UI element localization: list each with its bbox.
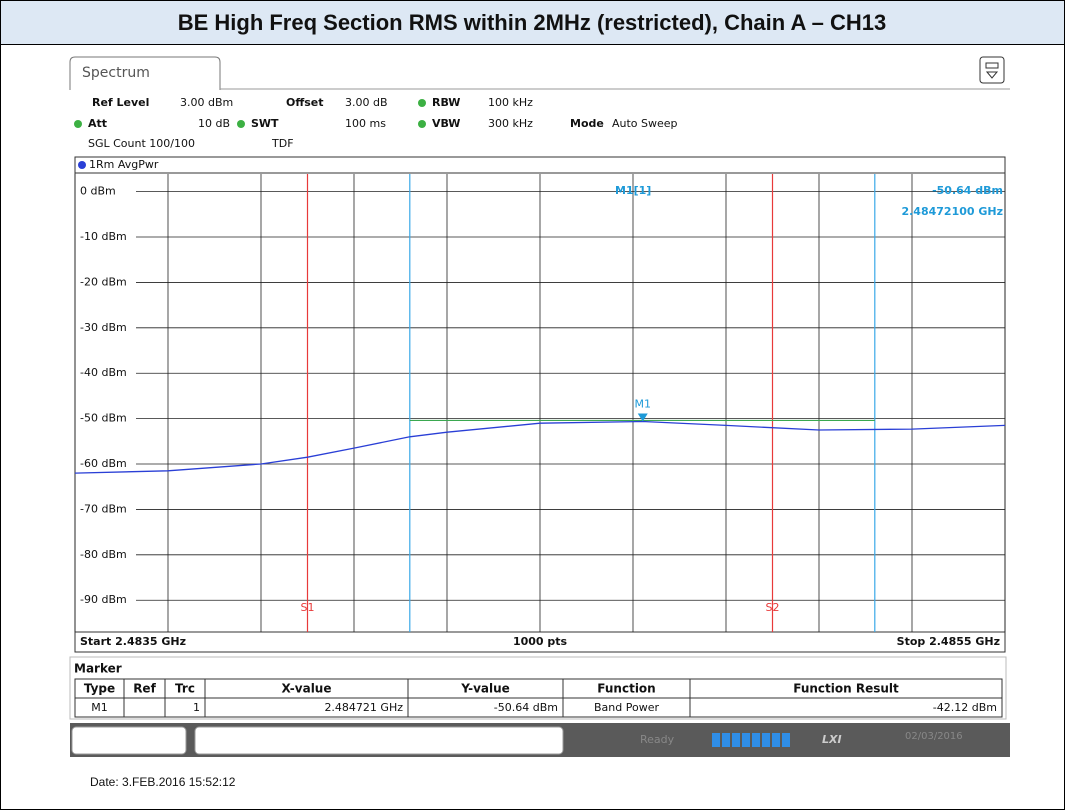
status-dot: [418, 99, 426, 107]
column-header: Trc: [175, 682, 195, 696]
marker-table: Type Ref Trc X-value Y-value Function Function…: [74, 678, 1003, 718]
status-dot: [237, 120, 245, 128]
progress-segment: [712, 733, 720, 747]
trace: [74, 420, 1006, 474]
table-cell: -50.64 dBm: [494, 701, 558, 714]
setting-label: Mode: [570, 117, 604, 130]
column-header: Type: [84, 682, 115, 696]
y-tick-label: 0 dBm: [80, 185, 116, 198]
progress-segment: [722, 733, 730, 747]
lxi-logo: LXI: [822, 733, 842, 746]
settings: Ref Level 3.00 dBm Offset 3.00 dB RBW 10…: [74, 96, 678, 150]
title: BE High Freq Section RMS within 2MHz (re…: [178, 10, 887, 35]
start-label: Start 2.4835 GHz: [80, 635, 186, 648]
column-header: X-value: [282, 682, 332, 696]
setting-value: 10 dB: [198, 117, 230, 130]
setting-label: RBW: [432, 96, 460, 109]
y-tick-label: -10 dBm: [80, 230, 127, 243]
progress-segment: [772, 733, 780, 747]
y-tick-label: -70 dBm: [80, 502, 127, 515]
setting-label: SWT: [251, 117, 279, 130]
marker-label: M1: [635, 398, 652, 411]
marker-readout-name: M1[1]: [615, 184, 651, 197]
marker-triangle: [637, 413, 648, 422]
status-dot: [418, 120, 426, 128]
setting-label: Att: [88, 117, 107, 130]
column-header: Y-value: [460, 682, 510, 696]
marker-title: Marker: [74, 662, 122, 676]
menu-icon: [985, 62, 999, 79]
column-header: Function Result: [793, 682, 899, 696]
progress-segment: [762, 733, 770, 747]
setting-value: 3.00 dBm: [180, 96, 233, 109]
setting-value: 100 ms: [345, 117, 386, 130]
y-tick-label: -20 dBm: [80, 275, 127, 288]
plot: 0 dBm -10 dBm -20 dBm -30 dBm -40 dBm -50 dBm…: [74, 174, 1006, 632]
progress-segment: [732, 733, 740, 747]
title-bar: [0, 0, 1065, 45]
footer-date: Date: 3.FEB.2016 15:52:12: [90, 775, 236, 789]
status-state: Ready: [640, 733, 675, 746]
y-tick-label: -60 dBm: [80, 457, 127, 470]
setting-label: Ref Level: [92, 96, 149, 109]
status-dot: [74, 120, 82, 128]
progress-segment: [742, 733, 750, 747]
marker-readout-value: -50.64 dBm: [932, 184, 1003, 197]
progress-segment: [752, 733, 760, 747]
setting-label: Offset: [286, 96, 324, 109]
trace-label: 1Rm AvgPwr: [89, 158, 159, 171]
column-header: Function: [597, 682, 655, 696]
y-tick-label: -80 dBm: [80, 548, 127, 561]
progress-segment: [782, 733, 790, 747]
progress-bar: [712, 733, 790, 747]
tab[interactable]: [69, 56, 221, 90]
column-header: Ref: [133, 682, 156, 696]
table-cell: -42.12 dBm: [933, 701, 997, 714]
status-date: 02/03/2016: [905, 731, 963, 742]
tab-label: Spectrum: [82, 65, 150, 81]
softkey[interactable]: [71, 726, 187, 755]
setting-value: 300 kHz: [488, 117, 533, 130]
y-tick-label: -50 dBm: [80, 412, 127, 425]
trace-dot: [78, 161, 86, 169]
menu-button[interactable]: [979, 56, 1005, 84]
setting-value: 100 kHz: [488, 96, 533, 109]
table-cell: 2.484721 GHz: [324, 701, 403, 714]
y-tick-label: -90 dBm: [80, 593, 127, 606]
softkey[interactable]: [194, 726, 564, 755]
setting-value: 3.00 dB: [345, 96, 388, 109]
y-tick-label: -30 dBm: [80, 321, 127, 334]
table-cell: 1: [193, 701, 200, 714]
transducer: TDF: [271, 137, 294, 150]
marker-readout-freq: 2.48472100 GHz: [901, 205, 1003, 218]
setting-value: Auto Sweep: [612, 117, 678, 130]
limit-label: S2: [766, 601, 780, 614]
setting-label: VBW: [432, 117, 460, 130]
stop-label: Stop 2.4855 GHz: [897, 635, 1000, 648]
points-label: 1000 pts: [513, 635, 568, 648]
y-tick-label: -40 dBm: [80, 366, 127, 379]
limit-label: S1: [301, 601, 315, 614]
sweep-count: SGL Count 100/100: [88, 137, 195, 150]
table-cell: Band Power: [594, 701, 659, 714]
table-cell: M1: [91, 701, 108, 714]
